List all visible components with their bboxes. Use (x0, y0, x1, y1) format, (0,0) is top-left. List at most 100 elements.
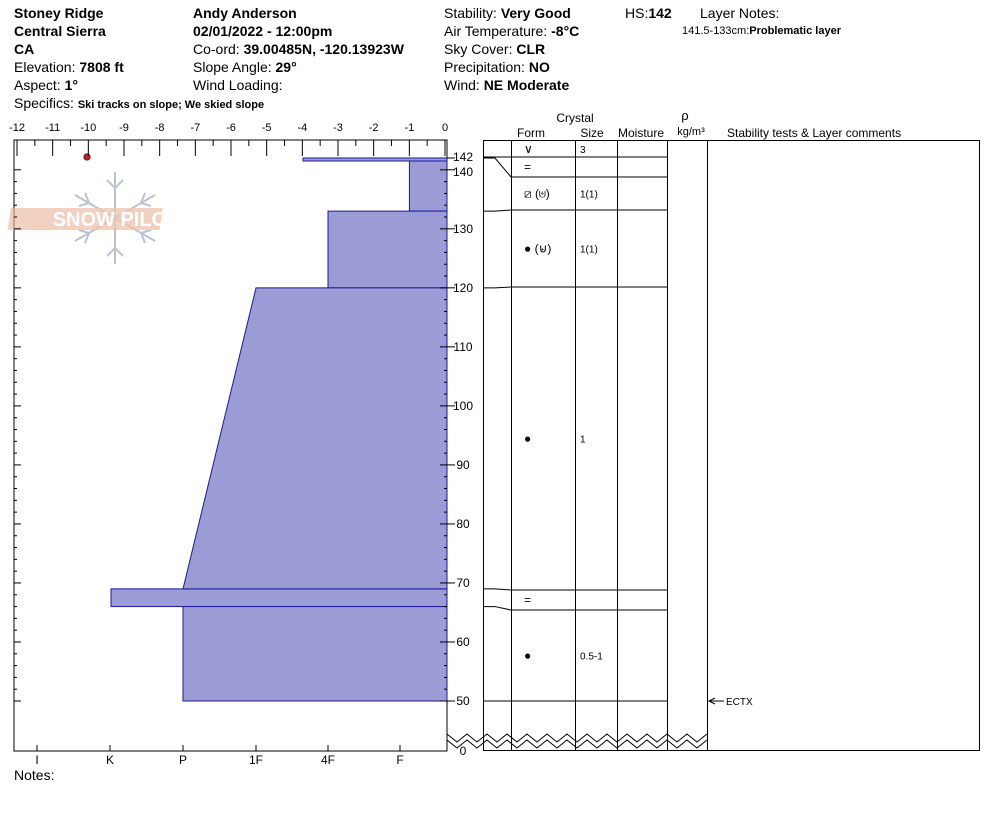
temperature-tick-label: -11 (45, 122, 60, 134)
grain-size-value: 1(1) (580, 190, 598, 201)
wind: Wind: NE Moderate (444, 77, 570, 93)
sky-cover-value: CLR (516, 41, 546, 57)
observer-name: Andy Anderson (193, 5, 297, 21)
temperature-tick-label: -5 (262, 122, 272, 134)
hardness-tick-label: 1F (249, 753, 263, 767)
depth-label: 120 (453, 281, 473, 295)
stability-test-label: ECTX (726, 697, 753, 708)
slope-angle-value: 29° (275, 59, 297, 75)
hardness-bar (302, 157, 448, 162)
state: CA (14, 41, 35, 57)
precipitation-value: NO (528, 59, 550, 75)
coordinates-value: 39.00485N, -120.13923W (243, 41, 404, 57)
depth-label: 110 (453, 340, 472, 354)
temperature-tick-label: -10 (80, 122, 96, 134)
grain-form-symbol: ● (524, 432, 531, 446)
wind-loading: Wind Loading: (193, 77, 283, 93)
specifics: Specifics: Ski tracks on slope; We skied… (14, 95, 265, 111)
elevation: Elevation: 7808 ft (14, 59, 124, 75)
temperature-tick-label: 0 (442, 122, 448, 134)
depth-label: 50 (456, 694, 470, 708)
hardness-tick-label: K (106, 753, 114, 767)
grain-size-value: 0.5-1 (580, 652, 603, 663)
hardness-tick-label: 4F (321, 753, 335, 767)
layer-connector (483, 606, 512, 611)
specifics-value: Ski tracks on slope; We skied slope (77, 99, 265, 111)
depth-label: 100 (453, 399, 473, 413)
air-temperature: Air Temperature: -8°C (444, 23, 580, 39)
hardness-tick-label: P (179, 753, 187, 767)
hardness-profile (110, 157, 448, 702)
aspect: Aspect: 1° (14, 77, 78, 93)
notes-label: Notes: (14, 767, 55, 783)
temperature-profile (83, 153, 91, 161)
layer-connector (483, 157, 512, 178)
depth-label: 0 (460, 744, 467, 758)
hardness-tick-label: F (396, 753, 403, 767)
depth-break-mark-lower (446, 739, 708, 749)
grain-size-value: 3 (580, 145, 586, 156)
depth-label: 60 (456, 635, 470, 649)
axes: -12 -11 -10 -9 -8 -7 -6 -5 -4 -3 -2 -1 0I K P 1F 4F F0506… (9, 122, 473, 767)
sky-cover: Sky Cover: CLR (444, 41, 546, 57)
snow-height: HS:142 (625, 5, 672, 21)
mountain-range: Central Sierra (14, 23, 106, 39)
grain-size-value: 1 (580, 435, 586, 446)
depth-label: 90 (456, 458, 470, 472)
temperature-point (83, 153, 91, 161)
layer-note: 141.5-133cm:Problematic layer (682, 25, 841, 37)
grain-form-symbol: ● (524, 649, 531, 663)
grain-form-symbol: = (524, 160, 531, 174)
snow-height-value: 142 (648, 5, 672, 21)
size-header: Size (580, 126, 604, 140)
temperature-tick-label: -9 (119, 122, 129, 134)
hardness-bar (110, 588, 448, 608)
temperature-tick-label: -12 (9, 122, 25, 134)
layers-table-frame (483, 140, 980, 751)
hardness-tick-label: I (35, 753, 38, 767)
form-header: Form (517, 126, 545, 140)
layer-connector (483, 209, 512, 212)
temperature-tick-label: -7 (190, 122, 200, 134)
hardness-bar (408, 160, 448, 212)
layer-connector (483, 286, 512, 289)
grain-form-symbol: = (524, 593, 531, 607)
grain-size-value: 1(1) (580, 245, 598, 256)
grain-form-symbol: ● (⊌) (524, 242, 551, 256)
hardness-bar (182, 287, 448, 590)
comments-header: Stability tests & Layer comments (727, 126, 901, 140)
observation-datetime: 02/01/2022 - 12:00pm (193, 23, 333, 39)
depth-label: 142 (453, 150, 473, 164)
hardness-bar (327, 210, 448, 289)
temperature-tick-label: -1 (404, 122, 414, 134)
slope-angle: Slope Angle: 29° (193, 59, 297, 75)
layer-notes-label: Layer Notes: (700, 5, 780, 21)
profile-frames: SNOW PILOT Crystal Form Size Moisture ρ … (7, 108, 980, 752)
location-name: Stoney Ridge (14, 5, 104, 21)
depth-break-mark (446, 733, 708, 743)
grain-form-symbol: ⧄ (⊌) (524, 187, 550, 201)
stability-test-arrowhead (707, 697, 716, 705)
density-symbol-header: ρ (681, 108, 688, 123)
elevation-value: 7808 ft (79, 59, 124, 75)
wind-value: NE Moderate (483, 77, 570, 93)
layer-connector (483, 588, 512, 591)
stability-value: Very Good (500, 5, 571, 21)
grain-form-symbol: ∨ (524, 142, 533, 156)
aspect-value: 1° (64, 77, 78, 93)
logo-text: SNOW PILOT (53, 209, 180, 231)
precipitation: Precipitation: NO (444, 59, 550, 75)
depth-label: 80 (456, 517, 470, 531)
hardness-bar (182, 606, 448, 702)
moisture-header: Moisture (618, 126, 664, 140)
layer-table: ∨ 3 = ⧄ (⊌) 1(1) ● (⊌) 1(1) ● 1 = ● 0.5-1 ECTX (483, 142, 753, 708)
temperature-tick-label: -3 (333, 122, 343, 134)
air-temperature-value: -8°C (551, 23, 580, 39)
logo-banner (7, 208, 163, 230)
temperature-tick-label: -6 (226, 122, 236, 134)
depth-label: 140 (453, 165, 473, 179)
crystal-header: Crystal (556, 111, 593, 125)
temperature-tick-label: -4 (297, 122, 307, 134)
density-unit-header: kg/m³ (677, 126, 705, 138)
